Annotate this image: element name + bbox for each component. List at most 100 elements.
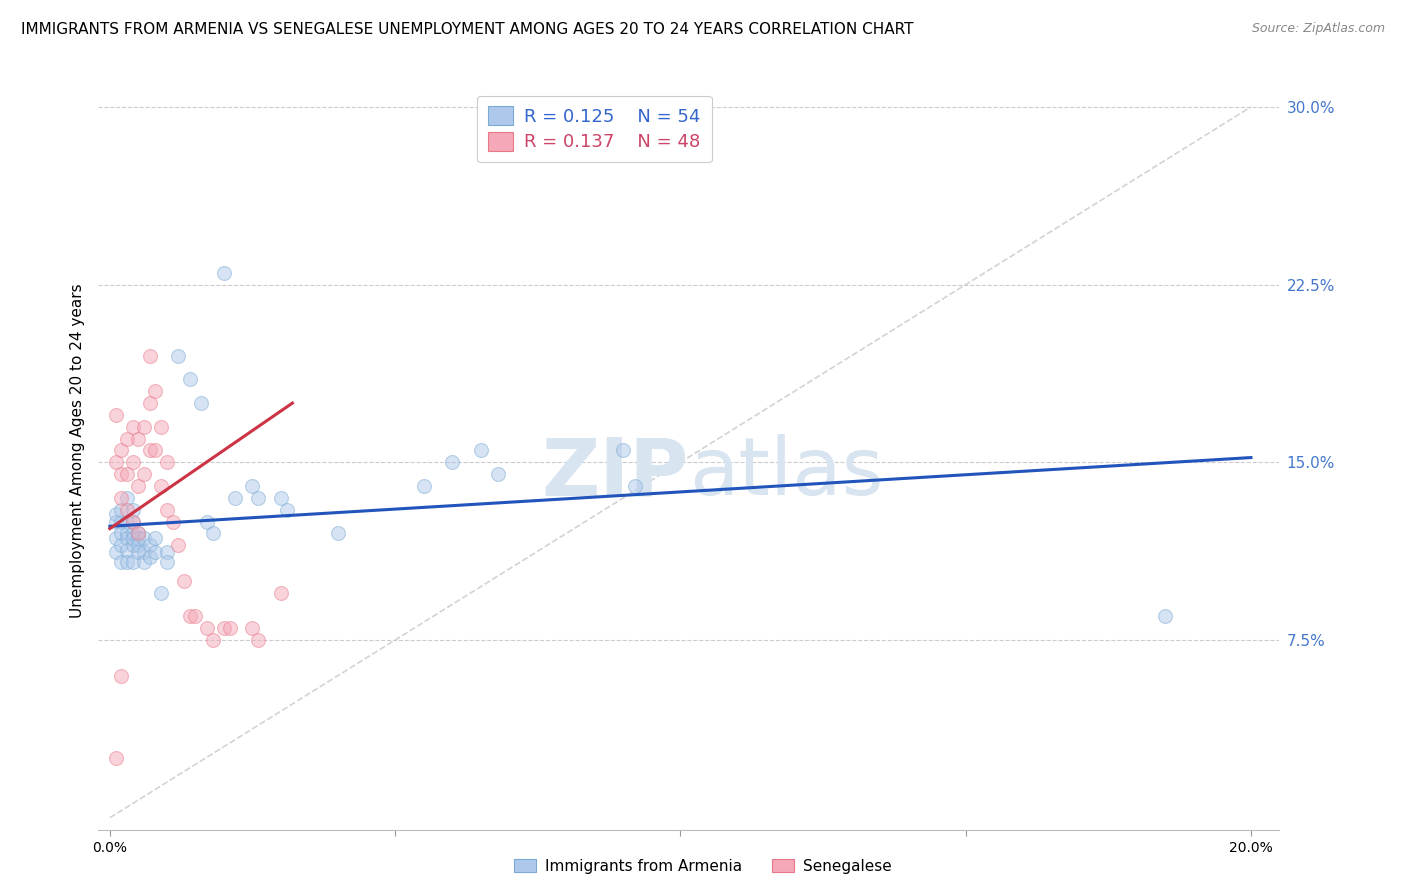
Point (623, 479, 645, 493)
Point (242, 479, 264, 493)
Point (110, 515, 132, 529)
Point (121, 515, 143, 529)
Text: IMMIGRANTS FROM ARMENIA VS SENEGALESE UNEMPLOYMENT AMONG AGES 20 TO 24 YEARS COR: IMMIGRANTS FROM ARMENIA VS SENEGALESE UN… (21, 22, 914, 37)
Point (132, 545, 155, 559)
Point (139, 443, 162, 458)
Point (242, 621, 264, 635)
Point (104, 751, 127, 765)
Point (127, 531, 149, 545)
Point (195, 621, 218, 635)
Text: ZIP: ZIP (541, 434, 689, 512)
Point (110, 668, 132, 682)
Point (156, 555, 179, 569)
Point (156, 502, 179, 516)
Point (195, 515, 218, 529)
Point (121, 526, 143, 541)
Point (150, 479, 173, 493)
Point (127, 526, 149, 541)
Point (110, 443, 132, 458)
Point (115, 515, 138, 529)
Point (326, 526, 349, 541)
Point (115, 543, 138, 558)
Point (110, 538, 132, 552)
Point (110, 491, 132, 505)
Point (145, 545, 167, 559)
Point (270, 491, 292, 505)
Legend: Immigrants from Armenia, Senegalese: Immigrants from Armenia, Senegalese (508, 853, 898, 880)
Point (121, 555, 143, 569)
Point (173, 574, 195, 588)
Point (110, 502, 132, 516)
Point (121, 455, 143, 469)
Point (150, 419, 173, 434)
Point (132, 531, 155, 545)
Y-axis label: Unemployment Among Ages 20 to 24 years: Unemployment Among Ages 20 to 24 years (69, 283, 84, 618)
Point (127, 545, 149, 559)
Point (104, 455, 127, 469)
Point (139, 396, 162, 410)
Point (104, 408, 127, 422)
Point (104, 545, 127, 559)
Point (104, 515, 127, 529)
Point (132, 419, 155, 434)
Point (190, 396, 212, 410)
Point (145, 531, 167, 545)
Point (1154, 609, 1177, 624)
Point (179, 609, 201, 624)
Point (441, 455, 464, 469)
Point (247, 491, 270, 505)
Point (121, 538, 143, 552)
Point (115, 555, 138, 569)
Point (139, 538, 162, 552)
Point (127, 526, 149, 541)
Point (127, 432, 149, 446)
Point (115, 432, 138, 446)
Point (486, 467, 509, 482)
Text: atlas: atlas (689, 434, 883, 512)
Point (127, 479, 149, 493)
Point (212, 266, 235, 280)
Point (218, 621, 240, 635)
Point (121, 419, 143, 434)
Point (115, 526, 138, 541)
Point (150, 585, 173, 599)
Point (224, 491, 246, 505)
Point (184, 609, 207, 624)
Point (201, 633, 224, 648)
Point (167, 538, 190, 552)
Point (162, 515, 184, 529)
Point (115, 491, 138, 505)
Point (201, 526, 224, 541)
Point (110, 526, 132, 541)
Point (470, 443, 492, 458)
Point (127, 538, 149, 552)
Point (110, 555, 132, 569)
Point (115, 467, 138, 482)
Point (145, 384, 167, 399)
Point (156, 455, 179, 469)
Point (139, 550, 162, 565)
Point (412, 479, 434, 493)
Point (132, 555, 155, 569)
Point (132, 467, 155, 482)
Point (179, 372, 201, 386)
Point (156, 545, 179, 559)
Point (167, 349, 190, 363)
Point (110, 467, 132, 482)
Point (139, 349, 162, 363)
Point (121, 502, 143, 516)
Point (212, 621, 235, 635)
Point (612, 443, 634, 458)
Point (115, 531, 138, 545)
Point (104, 531, 127, 545)
Point (121, 515, 143, 529)
Point (115, 502, 138, 516)
Point (145, 443, 167, 458)
Point (276, 502, 298, 516)
Point (247, 633, 270, 648)
Text: Source: ZipAtlas.com: Source: ZipAtlas.com (1251, 22, 1385, 36)
Point (270, 585, 292, 599)
Point (121, 531, 143, 545)
Legend: R = 0.125    N = 54, R = 0.137    N = 48: R = 0.125 N = 54, R = 0.137 N = 48 (478, 95, 711, 162)
Point (104, 508, 127, 522)
